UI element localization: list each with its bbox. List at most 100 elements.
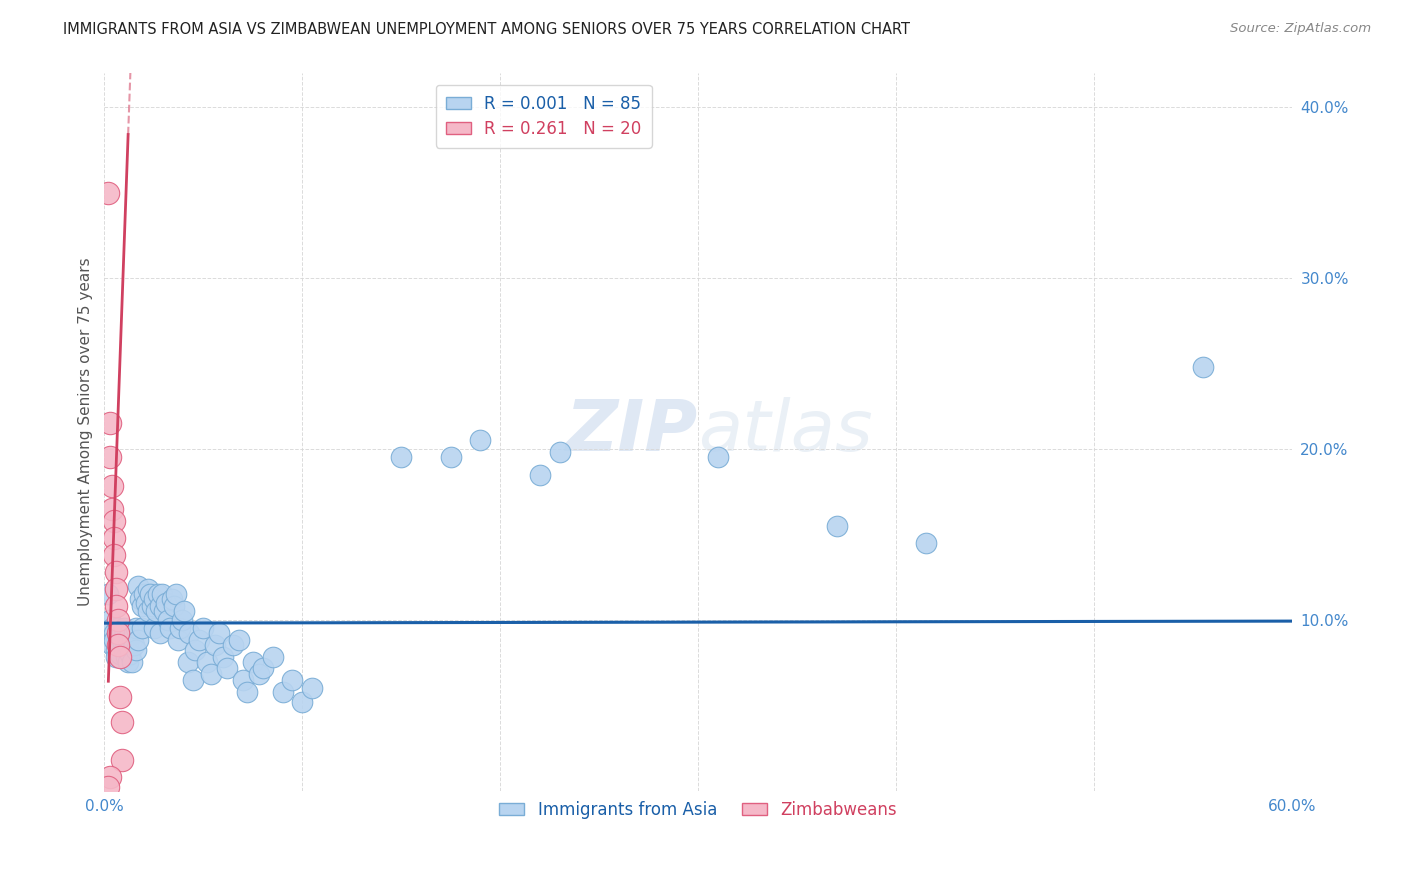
Point <box>122 639 145 653</box>
Point <box>135 596 157 610</box>
Point <box>107 613 129 627</box>
Point <box>165 587 187 601</box>
Point <box>159 621 181 635</box>
Point <box>145 604 167 618</box>
Point <box>169 621 191 635</box>
Point <box>389 450 412 465</box>
Point <box>101 501 124 516</box>
Point <box>141 599 163 613</box>
Point <box>163 599 186 613</box>
Point <box>252 660 274 674</box>
Point <box>98 450 121 465</box>
Point <box>247 667 270 681</box>
Point <box>176 656 198 670</box>
Point <box>125 621 148 635</box>
Point <box>149 599 172 613</box>
Point <box>173 604 195 618</box>
Point <box>121 633 143 648</box>
Point <box>146 587 169 601</box>
Point <box>228 633 250 648</box>
Point <box>195 656 218 670</box>
Point <box>155 596 177 610</box>
Point <box>110 690 132 704</box>
Point <box>112 621 135 635</box>
Point <box>107 630 129 644</box>
Point <box>107 626 129 640</box>
Point <box>101 621 124 635</box>
Point <box>111 633 134 648</box>
Point <box>707 450 730 465</box>
Point <box>120 647 142 661</box>
Text: atlas: atlas <box>699 397 873 467</box>
Point <box>529 467 551 482</box>
Point <box>110 650 132 665</box>
Point <box>242 656 264 670</box>
Point <box>150 587 173 601</box>
Point <box>825 518 848 533</box>
Point <box>136 582 159 596</box>
Point <box>470 434 492 448</box>
Point <box>111 626 134 640</box>
Point <box>127 578 149 592</box>
Point <box>98 613 121 627</box>
Point <box>125 643 148 657</box>
Text: Source: ZipAtlas.com: Source: ZipAtlas.com <box>1230 22 1371 36</box>
Point <box>132 587 155 601</box>
Point <box>291 695 314 709</box>
Point <box>156 613 179 627</box>
Point <box>97 587 120 601</box>
Point <box>149 626 172 640</box>
Point <box>97 780 120 794</box>
Point <box>121 656 143 670</box>
Point <box>103 514 125 528</box>
Point <box>110 647 132 661</box>
Point <box>217 660 239 674</box>
Point <box>105 599 128 613</box>
Point <box>208 626 231 640</box>
Point <box>103 548 125 562</box>
Point <box>129 592 152 607</box>
Point <box>110 639 132 653</box>
Point <box>184 643 207 657</box>
Point <box>188 633 211 648</box>
Point <box>301 681 323 695</box>
Text: ZIP: ZIP <box>567 397 699 467</box>
Point <box>142 592 165 607</box>
Point <box>112 643 135 657</box>
Point <box>142 621 165 635</box>
Point <box>127 633 149 648</box>
Point <box>111 753 134 767</box>
Point <box>914 536 936 550</box>
Point <box>136 604 159 618</box>
Point <box>101 479 124 493</box>
Point <box>103 531 125 545</box>
Point <box>166 633 188 648</box>
Point <box>120 626 142 640</box>
Point <box>115 650 138 665</box>
Point <box>222 639 245 653</box>
Point <box>440 450 463 465</box>
Point <box>193 621 215 635</box>
Point <box>105 643 128 657</box>
Point <box>97 186 120 200</box>
Point <box>232 673 254 687</box>
Point <box>170 613 193 627</box>
Legend: Immigrants from Asia, Zimbabweans: Immigrants from Asia, Zimbabweans <box>492 794 904 825</box>
Point <box>98 416 121 430</box>
Point <box>179 626 201 640</box>
Point <box>117 639 139 653</box>
Point <box>101 639 124 653</box>
Point <box>139 587 162 601</box>
Point <box>1192 359 1215 374</box>
Point <box>103 626 125 640</box>
Text: IMMIGRANTS FROM ASIA VS ZIMBABWEAN UNEMPLOYMENT AMONG SENIORS OVER 75 YEARS CORR: IMMIGRANTS FROM ASIA VS ZIMBABWEAN UNEMP… <box>63 22 910 37</box>
Point <box>183 673 205 687</box>
Point <box>548 445 571 459</box>
Point <box>107 621 129 635</box>
Point <box>212 650 235 665</box>
Point <box>105 565 128 579</box>
Point <box>105 582 128 596</box>
Y-axis label: Unemployment Among Seniors over 75 years: Unemployment Among Seniors over 75 years <box>79 258 93 606</box>
Point <box>281 673 304 687</box>
Point <box>160 592 183 607</box>
